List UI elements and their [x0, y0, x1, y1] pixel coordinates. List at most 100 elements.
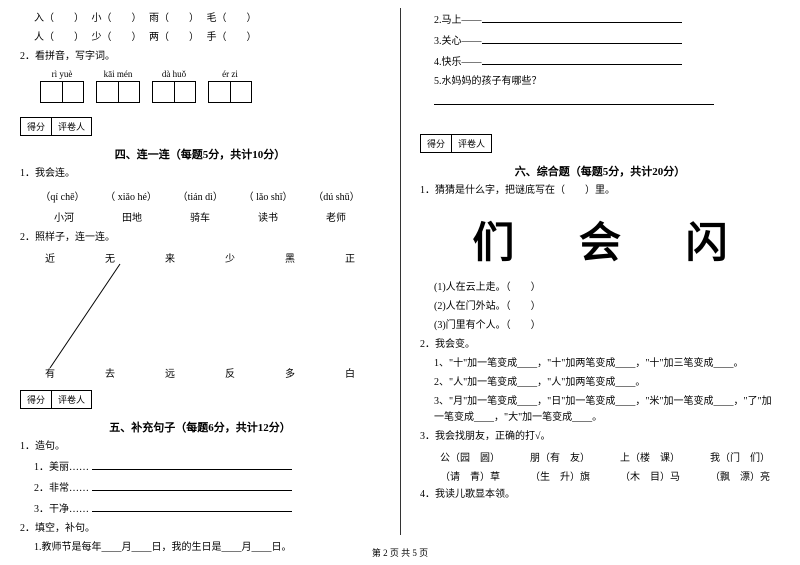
char-item: 雨（ ）	[149, 13, 194, 24]
char-item: 少（ ）	[92, 32, 137, 43]
change-line: 1、"十"加一笔变成____，"十"加两笔变成____，"十"加三笔变成____…	[434, 356, 780, 372]
grid-box	[208, 81, 252, 103]
page-footer: 第 2 页 共 5 页	[0, 546, 800, 559]
char-row-2: 人（ ） 少（ ） 两（ ） 手（ ）	[34, 30, 380, 46]
fill-line: 5.水妈妈的孩子有哪些？	[434, 74, 780, 90]
left-column: 入（ ） 小（ ） 雨（ ） 毛（ ） 人（ ） 少（ ） 两（ ） 手（ ） …	[0, 0, 400, 565]
section-4-title: 四、连一连（每题5分，共计10分）	[20, 146, 380, 162]
option: （dú shū）	[313, 188, 359, 203]
word: 田地	[122, 209, 142, 224]
friend-item: 公（园 圆）	[440, 449, 500, 464]
grid-box	[96, 81, 140, 103]
prompt: 3.关心——	[434, 36, 482, 47]
q6-3: 3．我会找朋友，正确的打√。	[420, 429, 780, 445]
sentence-prompt: 3．干净……	[34, 504, 89, 515]
pinyin: ér zi	[208, 69, 252, 79]
grid-box	[152, 81, 196, 103]
big-char: 会	[579, 209, 621, 270]
sentence-prompt: 2．非常……	[34, 483, 89, 494]
q6-1: 1．猜猜是什么字，把谜底写在（ ）里。	[420, 183, 780, 199]
section-5-title: 五、补充句子（每题6分，共计12分）	[20, 419, 380, 435]
connect-line-svg	[20, 250, 380, 380]
big-char-row: 们 会 闪	[440, 209, 760, 270]
sentence-line: 1．美丽……	[34, 458, 380, 476]
word-options: 小河 田地 骑车 读书 老师	[30, 209, 370, 224]
connect-char: 多	[285, 365, 295, 380]
word: 骑车	[190, 209, 210, 224]
sentence-prompt: 1．美丽……	[34, 462, 89, 473]
char-item: 两（ ）	[149, 32, 194, 43]
sentence-line: 3．干净……	[34, 500, 380, 518]
char-row-1: 入（ ） 小（ ） 雨（ ） 毛（ ）	[34, 11, 380, 27]
big-char: 闪	[686, 209, 728, 270]
answer-line	[434, 93, 780, 111]
right-column: 2.马上—— 3.关心—— 4.快乐—— 5.水妈妈的孩子有哪些？ 得分 评卷人…	[400, 0, 800, 565]
friend-item: （生 升）旗	[530, 468, 590, 483]
connect-char: 去	[105, 365, 115, 380]
score-label: 得分	[21, 118, 52, 135]
friend-row: （请 青）草 （生 升）旗 （木 目）马 （飘 漂）亮	[440, 468, 780, 483]
option: （tián dì）	[178, 188, 223, 203]
friend-item: （请 青）草	[440, 468, 500, 483]
connect-char: 远	[165, 365, 175, 380]
score-box: 得分 评卷人	[420, 134, 492, 153]
connect-bottom-row: 有 去 远 反 多 白	[20, 365, 380, 380]
q6-4: 4．我读儿歌显本领。	[420, 487, 780, 503]
riddle: (2)人在门外站。（ ）	[434, 299, 780, 315]
friend-row: 公（园 圆） 朋（有 友） 上（楼 课） 我（门 们）	[440, 449, 780, 464]
word: 读书	[258, 209, 278, 224]
page: 入（ ） 小（ ） 雨（ ） 毛（ ） 人（ ） 少（ ） 两（ ） 手（ ） …	[0, 0, 800, 565]
connect-char: 有	[45, 365, 55, 380]
change-line: 2、"人"加一笔变成____，"人"加两笔变成____。	[434, 375, 780, 391]
pinyin: rì yuè	[40, 69, 84, 79]
friend-item: 上（楼 课）	[620, 449, 680, 464]
option: （ xiǎo hé）	[105, 188, 157, 203]
score-label: 得分	[21, 391, 52, 408]
prompt: 2.马上——	[434, 15, 482, 26]
q2-label: 2．看拼音，写字词。	[20, 49, 380, 65]
friend-item: 我（门 们）	[710, 449, 770, 464]
option: （ lǎo shī）	[244, 188, 293, 203]
word: 老师	[326, 209, 346, 224]
q5-2: 2．填空，补句。	[20, 521, 380, 537]
blank-line	[482, 11, 682, 23]
pinyin: kāi mén	[96, 69, 140, 79]
score-label: 得分	[421, 135, 452, 152]
option: （qí chē）	[40, 188, 84, 203]
friend-item: 朋（有 友）	[530, 449, 590, 464]
blank-line	[482, 53, 682, 65]
change-line: 3、"月"加一笔变成____，"日"加一笔变成____，"米"加一笔变成____…	[434, 394, 780, 426]
char-item: 毛（ ）	[207, 13, 257, 24]
fill-line: 2.马上——	[434, 11, 780, 29]
pinyin: dà huǒ	[152, 69, 196, 79]
q5-1: 1．造句。	[20, 439, 380, 455]
grid-row	[40, 81, 380, 103]
blank-line	[434, 93, 714, 105]
score-box: 得分 评卷人	[20, 390, 92, 409]
connect-char: 白	[345, 365, 355, 380]
grader-label: 评卷人	[52, 118, 91, 135]
column-divider	[400, 8, 401, 535]
word: 小河	[54, 209, 74, 224]
connect-exercise: 近 无 来 少 黑 正 有 去 远 反 多 白	[20, 250, 380, 380]
pinyin-options: （qí chē） （ xiǎo hé） （tián dì） （ lǎo shī）…	[30, 188, 370, 203]
riddle: (1)人在云上走。（ ）	[434, 280, 780, 296]
blank-line	[92, 479, 292, 491]
blank-line	[92, 500, 292, 512]
friend-item: （木 目）马	[620, 468, 680, 483]
prompt: 4.快乐——	[434, 57, 482, 68]
pinyin-row: rì yuè kāi mén dà huǒ ér zi	[40, 69, 380, 79]
char-item: 人（ ）	[34, 32, 79, 43]
char-item: 入（ ）	[34, 13, 79, 24]
blank-line	[482, 32, 682, 44]
q4-1: 1．我会连。	[20, 166, 380, 182]
blank-line	[92, 458, 292, 470]
sentence-line: 2．非常……	[34, 479, 380, 497]
riddle: (3)门里有个人。（ ）	[434, 318, 780, 334]
grader-label: 评卷人	[452, 135, 491, 152]
q4-2: 2．照样子，连一连。	[20, 230, 380, 246]
q6-2: 2．我会变。	[420, 337, 780, 353]
grader-label: 评卷人	[52, 391, 91, 408]
char-item: 小（ ）	[92, 13, 137, 24]
connect-char: 反	[225, 365, 235, 380]
